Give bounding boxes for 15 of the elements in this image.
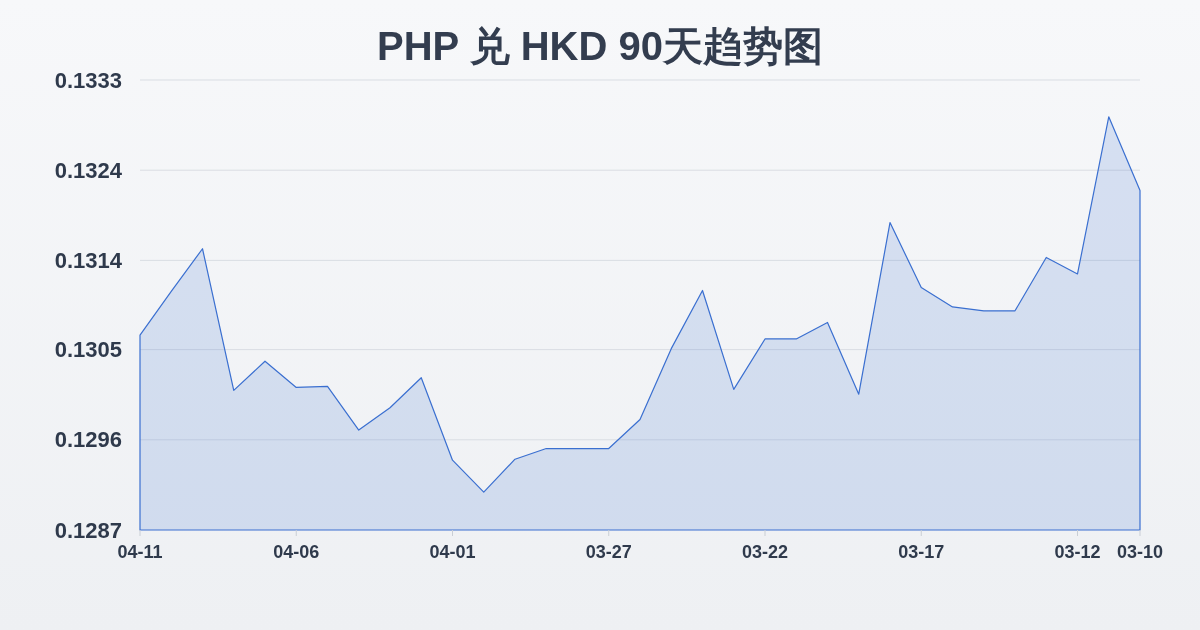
y-tick-label: 0.1305 <box>54 337 122 363</box>
x-tick-label: 04-11 <box>117 542 163 562</box>
y-tick-label: 0.1324 <box>54 157 123 183</box>
x-tick-label: 04-06 <box>273 542 320 562</box>
x-tick-label: 03-10 <box>1116 542 1164 562</box>
y-tick-label: 0.1333 <box>54 67 122 93</box>
x-tick-label: 03-22 <box>741 542 789 562</box>
y-tick-label: 0.1314 <box>54 247 123 273</box>
y-tick-label: 0.1296 <box>54 427 122 453</box>
x-tick-label: 03-27 <box>585 542 632 562</box>
x-tick-label: 04-01 <box>429 542 476 562</box>
y-tick-label: 0.1287 <box>54 517 122 543</box>
x-tick-label: 03-12 <box>1054 542 1101 562</box>
x-tick-label: 03-17 <box>898 542 945 562</box>
title: PHP 兑 HKD 90天趋势图 <box>377 24 823 68</box>
